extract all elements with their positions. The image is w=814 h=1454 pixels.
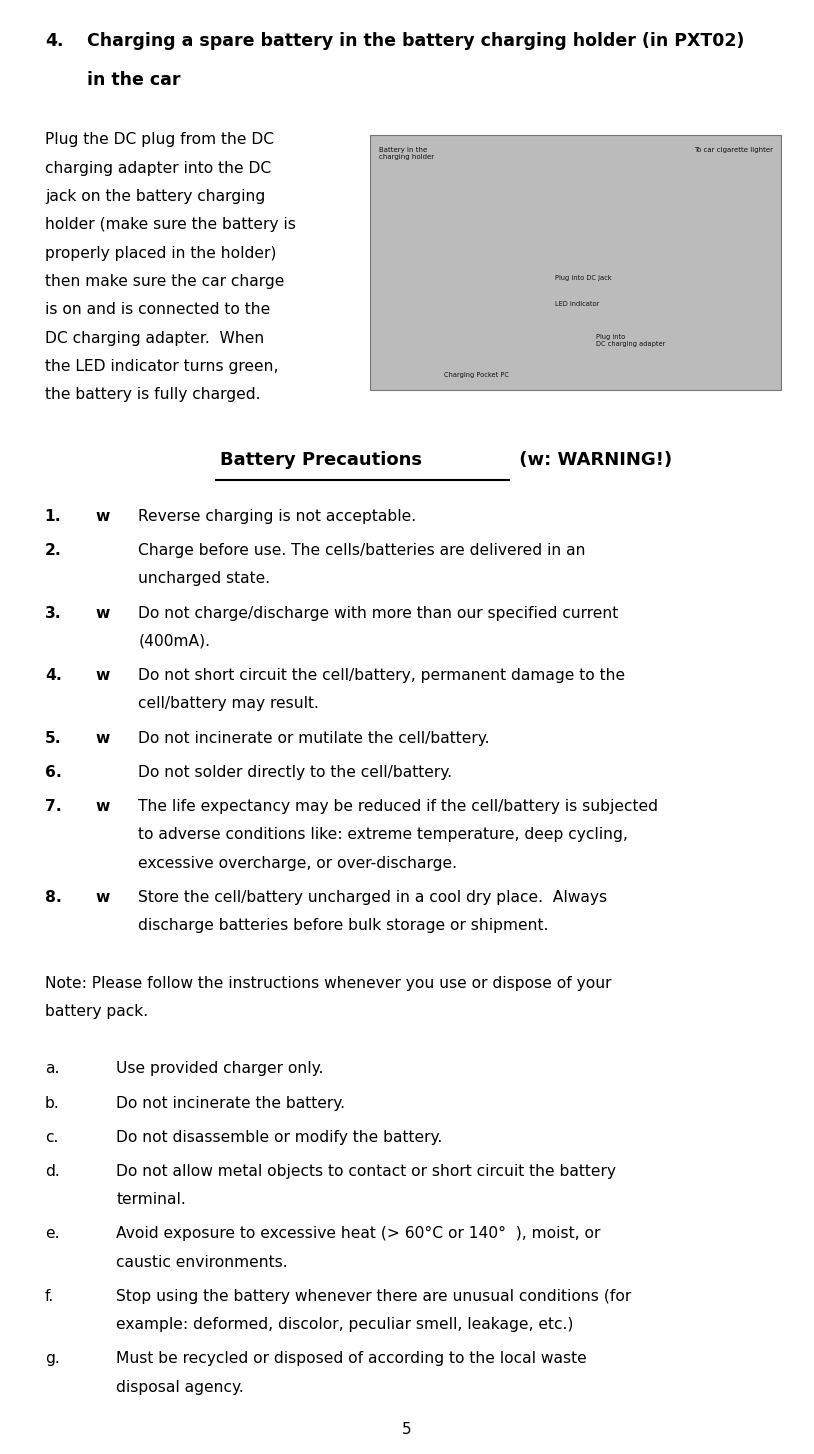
Text: (400mA).: (400mA). xyxy=(138,634,210,648)
Text: Avoid exposure to excessive heat (> 60°C or 140°  ), moist, or: Avoid exposure to excessive heat (> 60°C… xyxy=(116,1226,601,1242)
Text: w: w xyxy=(95,890,110,904)
Text: holder (make sure the battery is: holder (make sure the battery is xyxy=(45,218,295,233)
Text: Must be recycled or disposed of according to the local waste: Must be recycled or disposed of accordin… xyxy=(116,1351,587,1367)
Text: The life expectancy may be reduced if the cell/battery is subjected: The life expectancy may be reduced if th… xyxy=(138,798,659,814)
Text: Do not disassemble or modify the battery.: Do not disassemble or modify the battery… xyxy=(116,1130,443,1144)
Text: w: w xyxy=(95,509,110,523)
Text: uncharged state.: uncharged state. xyxy=(138,571,270,586)
Text: charging adapter into the DC: charging adapter into the DC xyxy=(45,161,271,176)
Text: d.: d. xyxy=(45,1163,59,1179)
Text: Do not incinerate or mutilate the cell/battery.: Do not incinerate or mutilate the cell/b… xyxy=(138,730,490,746)
Text: is on and is connected to the: is on and is connected to the xyxy=(45,302,270,317)
Text: Charge before use. The cells/batteries are delivered in an: Charge before use. The cells/batteries a… xyxy=(138,542,586,558)
Text: 5.: 5. xyxy=(45,730,62,746)
Text: Charging a spare battery in the battery charging holder (in PXT02): Charging a spare battery in the battery … xyxy=(87,32,745,49)
Text: Battery in the
charging holder: Battery in the charging holder xyxy=(379,147,434,160)
Text: Do not short circuit the cell/battery, permanent damage to the: Do not short circuit the cell/battery, p… xyxy=(138,669,625,683)
Text: battery pack.: battery pack. xyxy=(45,1003,148,1019)
Text: b.: b. xyxy=(45,1095,59,1111)
Text: e.: e. xyxy=(45,1226,59,1242)
Text: Do not charge/discharge with more than our specified current: Do not charge/discharge with more than o… xyxy=(138,605,619,621)
Text: (w: WARNING!): (w: WARNING!) xyxy=(513,451,672,468)
Text: excessive overcharge, or over-discharge.: excessive overcharge, or over-discharge. xyxy=(138,855,457,871)
Text: Reverse charging is not acceptable.: Reverse charging is not acceptable. xyxy=(138,509,417,523)
Text: discharge batteries before bulk storage or shipment.: discharge batteries before bulk storage … xyxy=(138,917,549,933)
Text: caustic environments.: caustic environments. xyxy=(116,1255,288,1269)
Text: in the car: in the car xyxy=(87,71,181,89)
Text: Use provided charger only.: Use provided charger only. xyxy=(116,1061,324,1076)
Text: Plug into DC jack: Plug into DC jack xyxy=(555,275,612,281)
Text: 2.: 2. xyxy=(45,542,62,558)
Text: Plug into
DC charging adapter: Plug into DC charging adapter xyxy=(597,333,666,346)
Text: Battery Precautions: Battery Precautions xyxy=(220,451,422,468)
Text: Note: Please follow the instructions whenever you use or dispose of your: Note: Please follow the instructions whe… xyxy=(45,976,611,990)
Text: w: w xyxy=(95,730,110,746)
Text: f.: f. xyxy=(45,1288,54,1304)
Text: 4.: 4. xyxy=(45,32,63,49)
Text: a.: a. xyxy=(45,1061,59,1076)
Text: terminal.: terminal. xyxy=(116,1192,186,1207)
Text: w: w xyxy=(95,798,110,814)
Text: g.: g. xyxy=(45,1351,59,1367)
Text: LED indicator: LED indicator xyxy=(555,301,600,307)
Text: example: deformed, discolor, peculiar smell, leakage, etc.): example: deformed, discolor, peculiar sm… xyxy=(116,1317,574,1332)
Bar xyxy=(370,135,781,390)
Text: the LED indicator turns green,: the LED indicator turns green, xyxy=(45,359,278,374)
Text: 3.: 3. xyxy=(45,605,62,621)
Text: w: w xyxy=(95,669,110,683)
Text: 5: 5 xyxy=(402,1422,412,1437)
Text: properly placed in the holder): properly placed in the holder) xyxy=(45,246,276,260)
Text: to adverse conditions like: extreme temperature, deep cycling,: to adverse conditions like: extreme temp… xyxy=(138,827,628,842)
Text: Do not incinerate the battery.: Do not incinerate the battery. xyxy=(116,1095,345,1111)
Text: 8.: 8. xyxy=(45,890,62,904)
Text: Do not allow metal objects to contact or short circuit the battery: Do not allow metal objects to contact or… xyxy=(116,1163,616,1179)
Text: 7.: 7. xyxy=(45,798,62,814)
Text: c.: c. xyxy=(45,1130,58,1144)
Text: cell/battery may result.: cell/battery may result. xyxy=(138,696,319,711)
Text: To car cigarette lighter: To car cigarette lighter xyxy=(694,147,773,153)
Text: the battery is fully charged.: the battery is fully charged. xyxy=(45,387,260,403)
Text: 1.: 1. xyxy=(45,509,62,523)
Text: w: w xyxy=(95,605,110,621)
Text: 6.: 6. xyxy=(45,765,62,779)
Text: Stop using the battery whenever there are unusual conditions (for: Stop using the battery whenever there ar… xyxy=(116,1288,632,1304)
Text: disposal agency.: disposal agency. xyxy=(116,1380,244,1394)
Text: Plug the DC plug from the DC: Plug the DC plug from the DC xyxy=(45,132,274,147)
Text: Charging Pocket PC: Charging Pocket PC xyxy=(444,372,510,378)
Text: 4.: 4. xyxy=(45,669,62,683)
Text: then make sure the car charge: then make sure the car charge xyxy=(45,273,284,289)
Text: Do not solder directly to the cell/battery.: Do not solder directly to the cell/batte… xyxy=(138,765,453,779)
Text: Store the cell/battery uncharged in a cool dry place.  Always: Store the cell/battery uncharged in a co… xyxy=(138,890,607,904)
Text: DC charging adapter.  When: DC charging adapter. When xyxy=(45,332,264,346)
Text: jack on the battery charging: jack on the battery charging xyxy=(45,189,265,204)
